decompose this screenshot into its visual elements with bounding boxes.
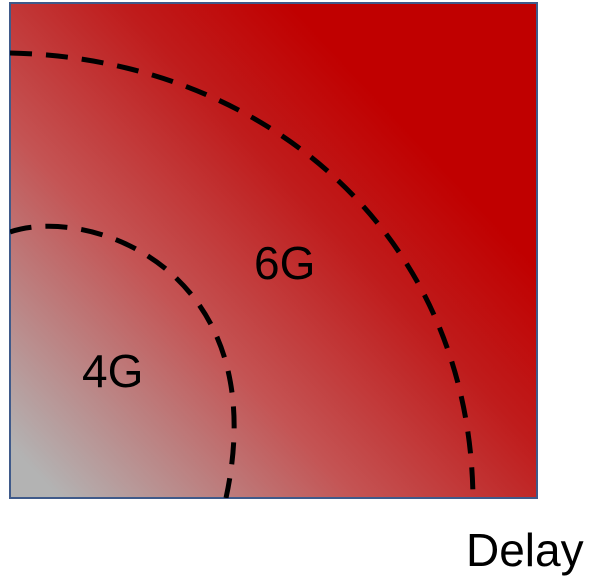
x-axis-label: Delay [466,524,584,576]
region-label-6g: 6G [254,237,315,289]
region-label-4g: 4G [82,345,143,397]
boundary-4g [10,223,237,498]
plot-area [9,2,538,499]
